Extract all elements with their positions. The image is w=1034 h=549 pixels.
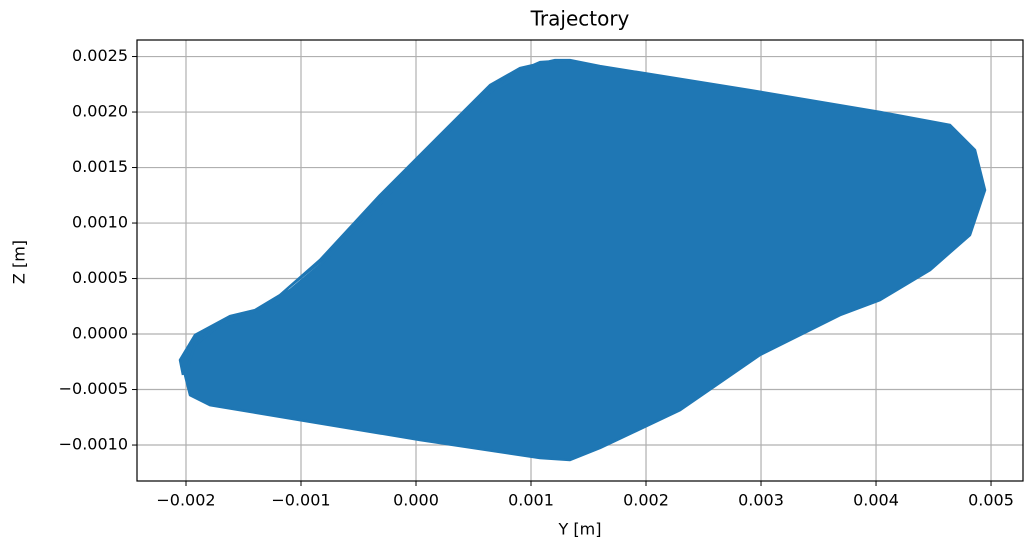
plot-frame — [136, 39, 1024, 482]
x-axis-label: Y [m] — [558, 520, 602, 539]
y-tick-label: 0.0015 — [72, 157, 128, 176]
trajectory-line — [178, 58, 987, 462]
y-axis-label: Z [m] — [10, 240, 29, 284]
x-tick-label: 0.004 — [853, 491, 899, 510]
x-tick-label: 0.003 — [738, 491, 784, 510]
y-tick-label: −0.0005 — [59, 379, 128, 398]
y-tick-label: 0.0010 — [72, 213, 128, 232]
y-tick-label: 0.0005 — [72, 268, 128, 287]
x-tick-label: 0.002 — [623, 491, 669, 510]
x-tick-label: 0.000 — [393, 491, 439, 510]
y-tick-label: 0.0020 — [72, 102, 128, 121]
x-tick-label: 0.005 — [968, 491, 1014, 510]
x-tick-label: −0.002 — [156, 491, 215, 510]
y-tick-label: −0.0010 — [59, 435, 128, 454]
y-tick-label: 0.0025 — [72, 46, 128, 65]
chart-title: Trajectory — [530, 7, 630, 31]
y-tick-label: 0.0000 — [72, 324, 128, 343]
x-tick-label: 0.001 — [508, 491, 554, 510]
x-tick-label: −0.001 — [271, 491, 330, 510]
